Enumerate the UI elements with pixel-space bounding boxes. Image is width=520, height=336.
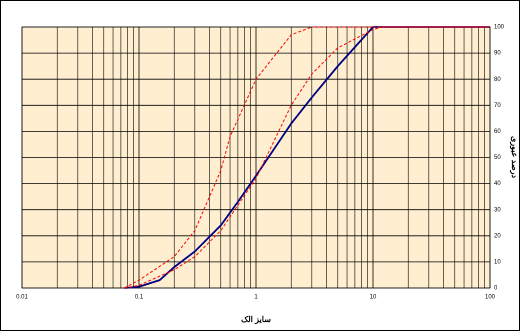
x-tick-label: 10 bbox=[370, 295, 377, 301]
y-tick-label: 70 bbox=[494, 103, 501, 109]
y-tick-label: 0 bbox=[494, 286, 498, 292]
y-tick-label: 60 bbox=[494, 129, 501, 135]
x-axis-title: سایز الک bbox=[241, 315, 271, 325]
y-axis-title: درصد عبوری bbox=[509, 136, 519, 179]
y-tick-label: 10 bbox=[494, 259, 501, 265]
x-tick-label: 100 bbox=[485, 295, 496, 301]
y-tick-label: 100 bbox=[494, 25, 505, 31]
series-line bbox=[124, 26, 490, 289]
x-tick-label: 0.1 bbox=[135, 295, 144, 301]
series-line bbox=[124, 26, 490, 289]
x-tick-label: 0.01 bbox=[16, 295, 28, 301]
y-tick-label: 90 bbox=[494, 51, 501, 57]
y-tick-label: 40 bbox=[494, 181, 501, 187]
y-tick-label: 80 bbox=[494, 77, 501, 83]
y-tick-label: 20 bbox=[494, 233, 501, 239]
x-tick-label: 1 bbox=[254, 295, 258, 301]
y-tick-label: 30 bbox=[494, 207, 501, 213]
y-tick-label: 50 bbox=[494, 155, 501, 161]
series-line bbox=[124, 26, 490, 289]
